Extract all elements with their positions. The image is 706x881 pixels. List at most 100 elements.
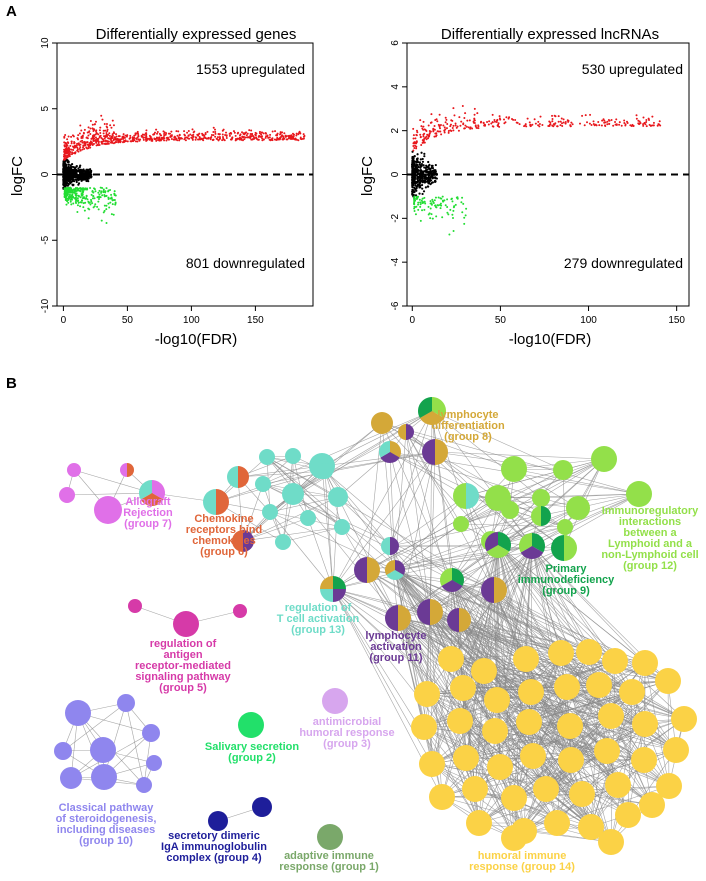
upregulated-point (412, 137, 415, 140)
node-slice (320, 576, 333, 589)
node-slice (385, 560, 395, 575)
ns-point (421, 192, 424, 196)
group-label-line: (group 9) (542, 585, 590, 597)
ns-point (79, 172, 82, 175)
downregulated-point (82, 188, 85, 191)
network-edge (332, 588, 547, 790)
ns-point (68, 176, 71, 179)
downregulated-point (112, 213, 115, 216)
upregulated-point (209, 138, 212, 141)
upregulated-point (95, 130, 98, 133)
upregulated-point (83, 147, 86, 150)
upregulated-point (561, 122, 564, 125)
node-g12 (626, 481, 652, 507)
network-edge (513, 468, 640, 495)
node-slice (379, 441, 390, 458)
upregulated-point (239, 134, 242, 137)
downregulated-point (413, 201, 416, 204)
upregulated-point (473, 117, 476, 120)
node-g14 (576, 639, 602, 665)
upregulated-point (145, 129, 148, 132)
downregulated-point (417, 201, 420, 204)
ns-point (411, 176, 414, 179)
upregulated-point (451, 126, 454, 129)
ns-point (413, 177, 416, 180)
y-tick-label: -5 (40, 235, 51, 244)
network-edge (513, 750, 608, 799)
node-slice (390, 537, 399, 555)
upregulated-point (105, 131, 108, 134)
upregulated-point (82, 144, 85, 147)
volcano-plot-genes: Differentially expressed genes -log10(FD… (9, 26, 314, 348)
upregulated-point (105, 135, 108, 138)
upregulated-point (175, 137, 178, 140)
upregulated-point (279, 131, 282, 134)
network-edge (423, 726, 476, 790)
volcano-plot-lncrnas: Differentially expressed lncRNAs -log10(… (359, 26, 690, 348)
node-g10 (60, 767, 82, 789)
node-g14 (631, 747, 657, 773)
upregulated-point (261, 137, 264, 140)
upregulated-point (415, 129, 418, 132)
downregulated-point (87, 207, 90, 210)
upregulated-point (254, 134, 257, 137)
upregulated-point (442, 124, 445, 127)
upregulated-point (73, 140, 76, 143)
upregulated-point (260, 133, 263, 136)
node-g14 (438, 646, 464, 672)
upregulated-point (101, 140, 104, 143)
node-g14 (578, 814, 604, 840)
upregulated-point (447, 130, 450, 133)
upregulated-point (647, 117, 650, 120)
node-g1 (317, 824, 343, 850)
node-slice (406, 424, 414, 440)
upregulated-point (268, 136, 271, 139)
node-g14 (656, 773, 682, 799)
node-g14 (598, 829, 624, 855)
upregulated-point (115, 133, 118, 136)
upregulated-point (214, 132, 217, 135)
ns-point (415, 174, 418, 177)
node-slice (333, 576, 346, 589)
y-tick-label: 10 (40, 37, 51, 49)
downregulated-point (107, 189, 110, 192)
node-slice (386, 570, 404, 580)
upregulated-point (184, 139, 187, 142)
upregulated-point (66, 141, 69, 144)
upregulated-point (498, 115, 501, 118)
upregulated-point (534, 122, 537, 125)
upregulated-point (422, 120, 425, 123)
network-edge (321, 410, 433, 467)
downregulated-point (110, 213, 113, 216)
node-circle (656, 773, 682, 799)
y-tick-label: 0 (40, 171, 51, 177)
upregulated-point (446, 122, 449, 125)
group-label-line: response (group 1) (279, 861, 379, 873)
network-edge (321, 451, 436, 467)
ns-point (66, 184, 69, 187)
upregulated-point (294, 138, 297, 141)
node-circle (632, 711, 658, 737)
node-g7 (67, 463, 81, 477)
node-g6-g13 (227, 466, 249, 488)
group-label-line: Salivary secretion (205, 741, 299, 753)
node-circle (60, 767, 82, 789)
upregulated-point (123, 140, 126, 143)
upregulated-point (427, 124, 430, 127)
network-edge (397, 617, 629, 816)
node-circle (558, 747, 584, 773)
upregulated-point (178, 138, 181, 141)
ns-point (419, 184, 422, 187)
upregulated-point (72, 145, 75, 148)
upregulated-point (111, 133, 114, 136)
node-circle (598, 829, 624, 855)
upregulated-point (541, 123, 544, 126)
network-edge (423, 545, 533, 728)
node-circle (516, 709, 542, 735)
network-edge (321, 465, 391, 547)
upregulated-point (526, 117, 529, 120)
upregulated-point (91, 137, 94, 140)
downregulated-point (419, 219, 422, 222)
node-g12-g13 (453, 483, 479, 509)
upregulated-point (300, 138, 303, 141)
